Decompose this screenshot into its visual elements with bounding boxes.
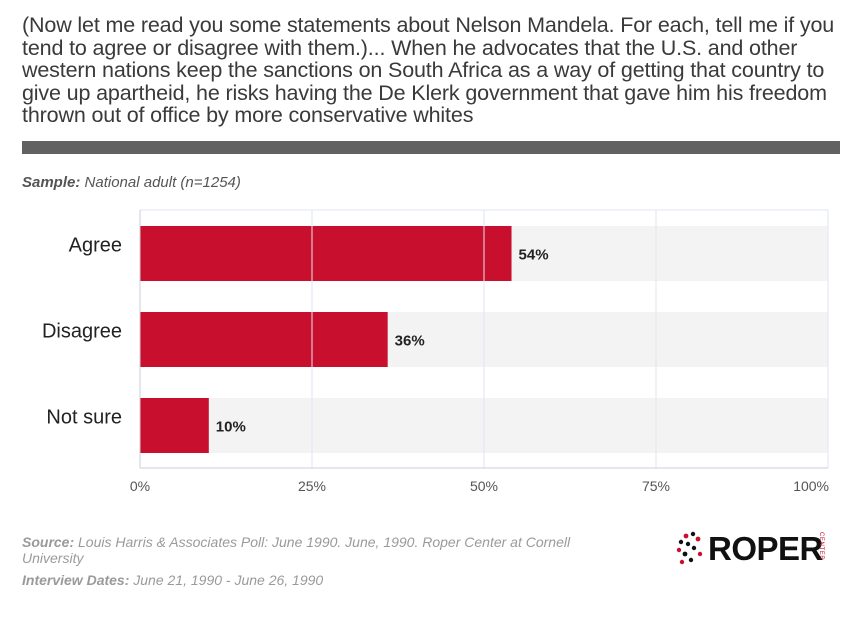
source-text: Louis Harris & Associates Poll: June 199… [22, 534, 571, 566]
x-tick-label: 75% [642, 478, 670, 494]
source-note: Source: Louis Harris & Associates Poll: … [22, 534, 622, 566]
sample-info: Sample: National adult (n=1254) [22, 174, 241, 191]
sample-label: Sample: [22, 174, 81, 191]
roper-logo: ROPER CENTER [676, 528, 836, 568]
bar-chart: Agree Disagree Not sure 54% 36% 10% 0% 25% 50% 75… [42, 209, 829, 494]
dates-label: Interview Dates: [22, 572, 130, 588]
sample-value: National adult (n=1254) [84, 174, 241, 191]
bar-disagree [140, 312, 388, 367]
logo-dots-icon [676, 531, 703, 565]
x-tick-label: 100% [793, 478, 829, 494]
interview-dates: Interview Dates: June 21, 1990 - June 26… [22, 572, 323, 588]
logo-wordmark: ROPER [708, 530, 823, 567]
x-tick-label: 0% [130, 478, 150, 494]
dates-text: June 21, 1990 - June 26, 1990 [133, 572, 324, 588]
source-label: Source: [22, 534, 75, 550]
title-divider [22, 141, 840, 154]
logo-subtext: CENTER [818, 532, 824, 561]
bar-agree [140, 226, 512, 281]
category-label: Not sure [46, 407, 122, 429]
x-tick-label: 50% [470, 478, 498, 494]
value-label: 54% [519, 247, 549, 264]
bar-not-sure [140, 398, 209, 453]
category-label: Agree [69, 235, 122, 257]
value-label: 10% [216, 419, 246, 436]
value-label: 36% [395, 333, 425, 350]
category-label: Disagree [42, 321, 122, 343]
x-tick-label: 25% [298, 478, 326, 494]
chart-title: (Now let me read you some statements abo… [22, 13, 835, 127]
